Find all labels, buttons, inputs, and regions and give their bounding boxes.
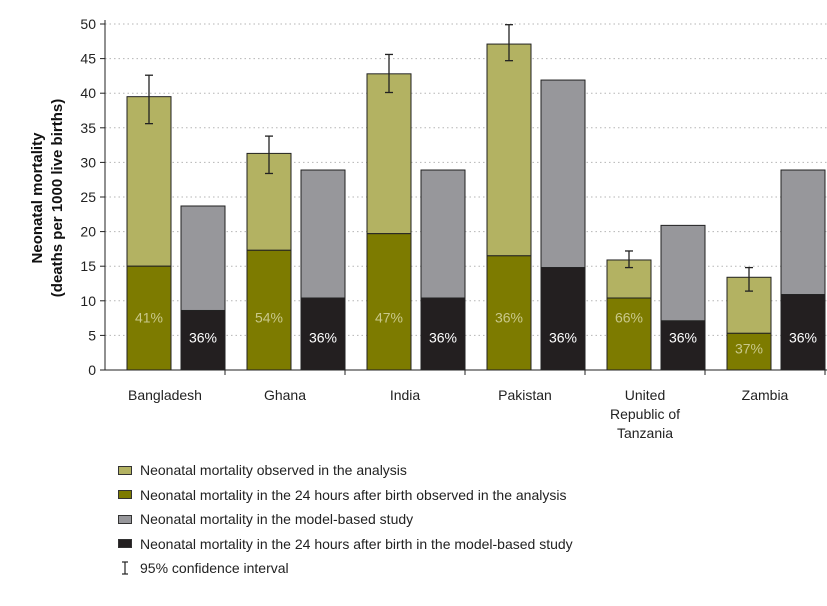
bar-model-24h bbox=[540, 267, 586, 371]
percent-label-model: 36% bbox=[669, 329, 697, 345]
legend-swatch-model-24h bbox=[118, 539, 132, 549]
chart-legend: Neonatal mortality observed in the analy… bbox=[118, 458, 573, 581]
y-tick-label: 30 bbox=[80, 154, 96, 170]
y-tick-label: 5 bbox=[88, 327, 96, 343]
percent-label-model: 36% bbox=[429, 329, 457, 345]
legend-swatch-observed-24h bbox=[118, 490, 132, 500]
legend-item-observed-24h: Neonatal mortality in the 24 hours after… bbox=[118, 483, 573, 508]
bar-model-24h bbox=[300, 297, 346, 371]
legend-label-ci: 95% confidence interval bbox=[140, 560, 289, 577]
percent-label-model: 36% bbox=[789, 329, 817, 345]
legend-item-model: Neonatal mortality in the model-based st… bbox=[118, 507, 573, 532]
y-tick-label: 0 bbox=[88, 362, 96, 378]
x-category-label: United bbox=[625, 387, 665, 403]
legend-item-ci: 95% confidence interval bbox=[118, 556, 573, 581]
bar-observed bbox=[126, 96, 172, 267]
chart-plot-area: Neonatal mortality (deaths per 1000 live… bbox=[29, 16, 827, 441]
legend-label-model: Neonatal mortality in the model-based st… bbox=[140, 511, 414, 528]
legend-label-model-24h: Neonatal mortality in the 24 hours after… bbox=[140, 535, 573, 552]
x-category-label: Pakistan bbox=[498, 387, 552, 403]
x-category-label: India bbox=[390, 387, 421, 403]
legend-label-observed-24h: Neonatal mortality in the 24 hours after… bbox=[140, 486, 567, 503]
bar-observed-24h bbox=[126, 265, 172, 371]
bar-model bbox=[540, 79, 586, 269]
y-tick-label: 50 bbox=[80, 16, 96, 32]
x-category-label: Zambia bbox=[742, 387, 789, 403]
percent-label-model: 36% bbox=[549, 329, 577, 345]
y-tick-label: 45 bbox=[80, 51, 96, 67]
bar-model bbox=[180, 205, 226, 311]
percent-label-observed: 36% bbox=[495, 310, 523, 326]
legend-item-observed: Neonatal mortality observed in the analy… bbox=[118, 458, 573, 483]
confidence-interval-icon bbox=[118, 561, 132, 575]
x-category-label: Bangladesh bbox=[128, 387, 202, 403]
y-tick-label: 40 bbox=[80, 85, 96, 101]
bar-observed-24h bbox=[246, 249, 292, 371]
legend-label-observed: Neonatal mortality observed in the analy… bbox=[140, 462, 407, 479]
percent-label-observed: 37% bbox=[735, 340, 763, 356]
bar-observed bbox=[366, 73, 412, 235]
x-category-label: Ghana bbox=[264, 387, 306, 403]
y-axis-label-line1: Neonatal mortality bbox=[29, 132, 46, 264]
bar-observed-24h bbox=[366, 233, 412, 371]
bar-observed-24h bbox=[606, 297, 652, 371]
percent-label-model: 36% bbox=[189, 329, 217, 345]
y-tick-label: 20 bbox=[80, 224, 96, 240]
bar-model bbox=[420, 169, 466, 299]
legend-swatch-observed bbox=[118, 465, 132, 475]
percent-label-observed: 41% bbox=[135, 310, 163, 326]
y-tick-label: 25 bbox=[80, 189, 96, 205]
bar-model bbox=[300, 169, 346, 299]
percent-label-observed: 66% bbox=[615, 310, 643, 326]
percent-label-observed: 47% bbox=[375, 310, 403, 326]
y-tick-label: 15 bbox=[80, 258, 96, 274]
y-tick-label: 10 bbox=[80, 293, 96, 309]
bar-model bbox=[660, 224, 706, 322]
percent-label-model: 36% bbox=[309, 329, 337, 345]
legend-swatch-model bbox=[118, 514, 132, 524]
bar-model-24h bbox=[180, 309, 226, 371]
bar-model-24h bbox=[660, 320, 706, 371]
y-axis-label-line2: (deaths per 1000 live births) bbox=[49, 99, 66, 297]
x-category-label: Republic of bbox=[610, 406, 680, 422]
legend-item-model-24h: Neonatal mortality in the 24 hours after… bbox=[118, 532, 573, 557]
bar-observed bbox=[486, 43, 532, 257]
bar-model-24h bbox=[420, 297, 466, 371]
bar-model bbox=[780, 169, 826, 296]
y-tick-label: 35 bbox=[80, 120, 96, 136]
percent-label-observed: 54% bbox=[255, 310, 283, 326]
x-category-label: Tanzania bbox=[617, 425, 673, 441]
